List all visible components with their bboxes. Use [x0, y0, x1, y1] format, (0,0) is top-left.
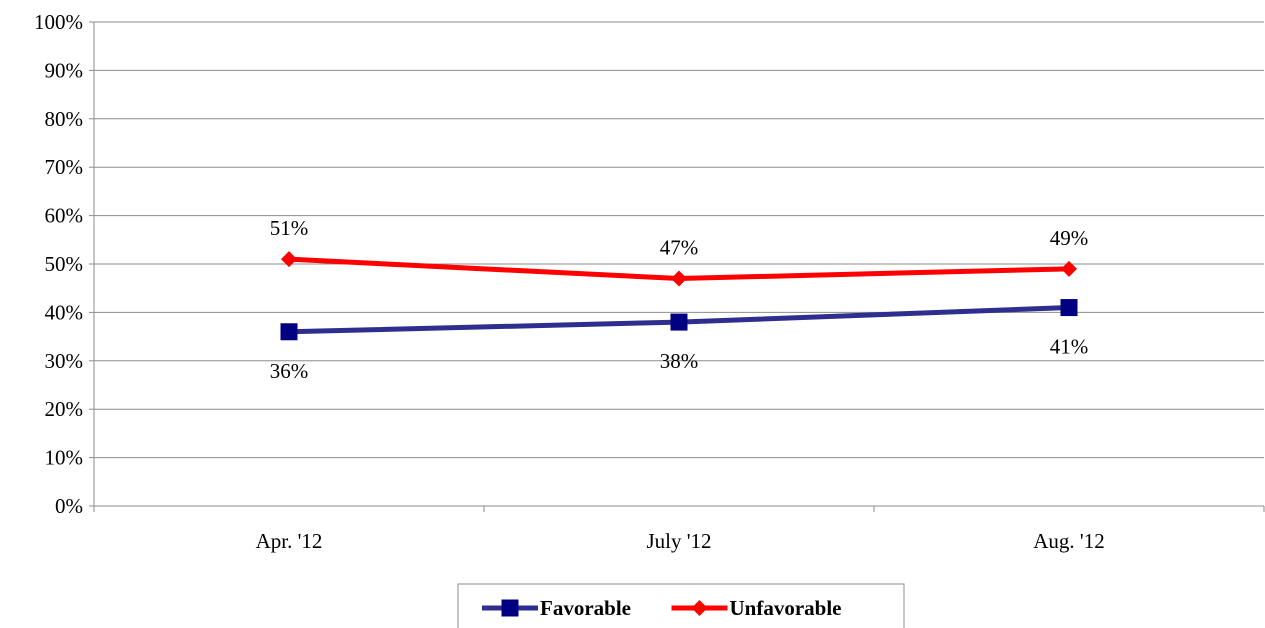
favorable-marker — [280, 323, 298, 341]
favorable-marker — [1060, 299, 1078, 317]
unfavorable-marker — [281, 251, 297, 268]
x-tick-label: Aug. '12 — [1033, 529, 1104, 553]
y-tick-label: 90% — [45, 58, 84, 82]
y-tick-label: 0% — [55, 494, 83, 518]
y-tick-label: 30% — [45, 349, 84, 373]
favorable-legend-marker — [501, 599, 519, 617]
unfavorable-data-label: 47% — [660, 236, 699, 260]
y-tick-label: 40% — [45, 300, 84, 324]
unfavorable-marker — [1061, 260, 1077, 277]
y-tick-label: 70% — [45, 155, 84, 179]
unfavorable-legend-marker — [691, 600, 708, 616]
favorable-data-label: 41% — [1050, 335, 1089, 359]
y-tick-label: 100% — [34, 10, 83, 34]
favorable-marker — [670, 313, 688, 331]
unfavorable-data-label: 49% — [1050, 226, 1089, 250]
y-tick-label: 50% — [45, 252, 84, 276]
favorable-legend-label: Favorable — [540, 596, 631, 620]
unfavorable-data-label: 51% — [270, 216, 309, 240]
x-tick-label: July '12 — [646, 529, 711, 553]
x-tick-label: Apr. '12 — [256, 529, 323, 553]
y-tick-label: 80% — [45, 107, 84, 131]
y-tick-label: 20% — [45, 397, 84, 421]
favorable-data-label: 38% — [660, 349, 699, 373]
unfavorable-legend-label: Unfavorable — [730, 596, 842, 620]
y-tick-label: 10% — [45, 446, 84, 470]
unfavorable-marker — [671, 270, 687, 287]
favorable-data-label: 36% — [270, 359, 309, 383]
y-tick-label: 60% — [45, 204, 84, 228]
